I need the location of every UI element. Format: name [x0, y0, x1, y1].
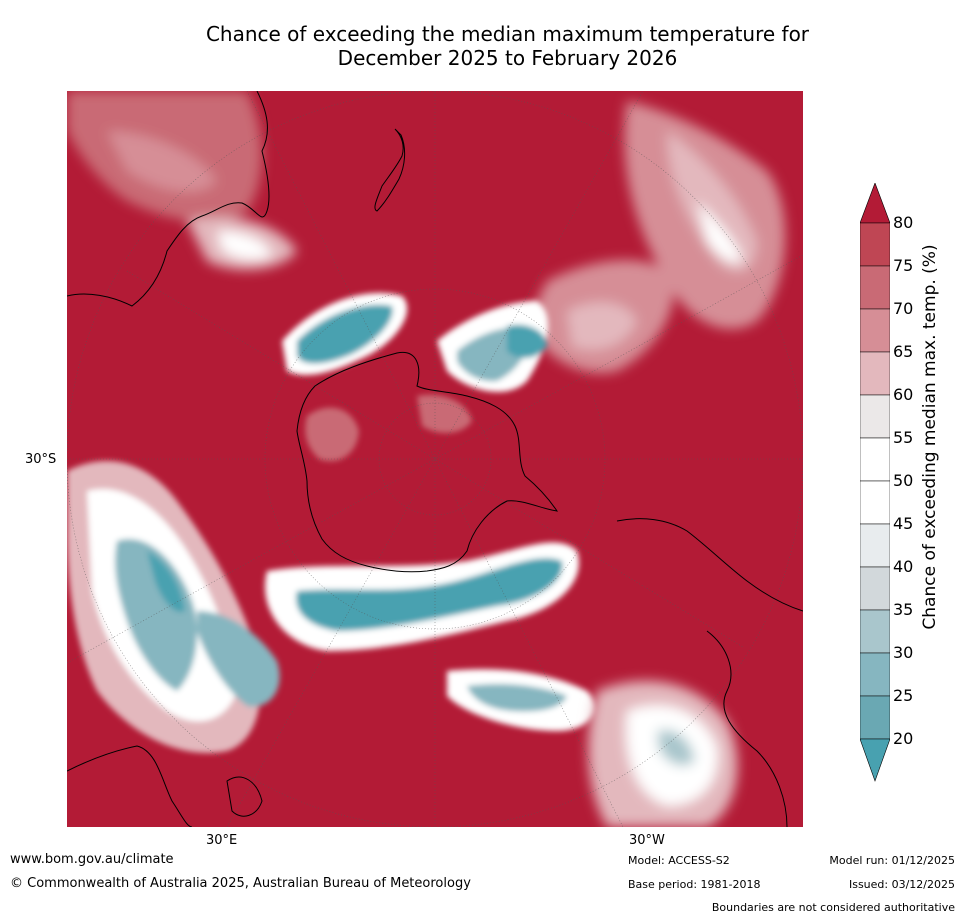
- pale-region-nw: [67, 91, 297, 270]
- colorbar-band-35_40: [859, 566, 891, 611]
- footer-issued: Issued: 03/12/2025: [848, 878, 955, 891]
- colorbar-band-45_50: [859, 480, 891, 525]
- colorbar-tick-40: 40: [893, 557, 914, 576]
- pale-region-ne: [527, 101, 786, 373]
- colorbar-band-30_35: [859, 609, 891, 654]
- latitude-label: 30°S: [25, 452, 57, 467]
- colorbar-extend-high: [859, 182, 891, 224]
- colorbar-tick-60: 60: [893, 385, 914, 404]
- colorbar-band-50_55: [859, 437, 891, 482]
- footer-website[interactable]: www.bom.gov.au/climate: [10, 852, 174, 867]
- cool-region-south: [265, 542, 596, 731]
- footer-model: Model: ACCESS-S2: [628, 854, 730, 867]
- australia-coastline: [67, 91, 270, 307]
- title-line-2: December 2025 to February 2026: [337, 46, 678, 70]
- africa-coastline: [67, 745, 193, 827]
- map-svg: [67, 91, 803, 827]
- colorbar-tick-50: 50: [893, 471, 914, 490]
- antarctica-coastline: [296, 351, 559, 573]
- graticule: [67, 91, 803, 827]
- colorbar-tick-80: 80: [893, 213, 914, 232]
- colorbar-band-70_75: [859, 265, 891, 310]
- colorbar-tick-70: 70: [893, 299, 914, 318]
- title-line-1: Chance of exceeding the median maximum t…: [205, 22, 810, 46]
- colorbar-band-40_45: [859, 523, 891, 568]
- probability-map: [67, 91, 803, 827]
- colorbar-tick-75: 75: [893, 256, 914, 275]
- longitude-label-east: 30°E: [206, 833, 238, 848]
- pale-region-se: [588, 681, 738, 827]
- colorbar-band-55_60: [859, 394, 891, 439]
- longitude-label-west: 30°W: [629, 833, 665, 848]
- colorbar-tick-35: 35: [893, 600, 914, 619]
- colorbar-band-65_70: [859, 308, 891, 353]
- antarctica-patches: [305, 394, 472, 462]
- colorbar-tick-65: 65: [893, 342, 914, 361]
- colorbar-extend-low: [859, 738, 891, 782]
- new-zealand-coastline: [374, 128, 406, 212]
- cool-region-west: [67, 461, 280, 753]
- south-america-coastline: [616, 518, 803, 827]
- footer-disclaimer: Boundaries are not considered authoritat…: [711, 901, 955, 914]
- footer-model-run: Model run: 01/12/2025: [829, 854, 955, 867]
- colorbar-band-20_25: [859, 695, 891, 740]
- colorbar-band-60_65: [859, 351, 891, 396]
- footer-copyright: © Commonwealth of Australia 2025, Austra…: [10, 876, 471, 891]
- madagascar-coastline: [226, 776, 263, 817]
- footer-base-period: Base period: 1981-2018: [628, 878, 761, 891]
- colorbar-tick-45: 45: [893, 514, 914, 533]
- colorbar-tick-55: 55: [893, 428, 914, 447]
- map-title: Chance of exceeding the median maximum t…: [0, 22, 965, 70]
- colorbar-band-25_30: [859, 652, 891, 697]
- colorbar-label: Chance of exceeding median max. temp. (%…: [920, 244, 940, 630]
- colorbar: [859, 182, 891, 783]
- colorbar-tick-30: 30: [893, 643, 914, 662]
- colorbar-svg: [859, 182, 891, 782]
- colorbar-tick-25: 25: [893, 686, 914, 705]
- cool-region-indian-ocean: [282, 293, 548, 392]
- colorbar-band-75_80: [859, 222, 891, 267]
- colorbar-tick-20: 20: [893, 729, 914, 748]
